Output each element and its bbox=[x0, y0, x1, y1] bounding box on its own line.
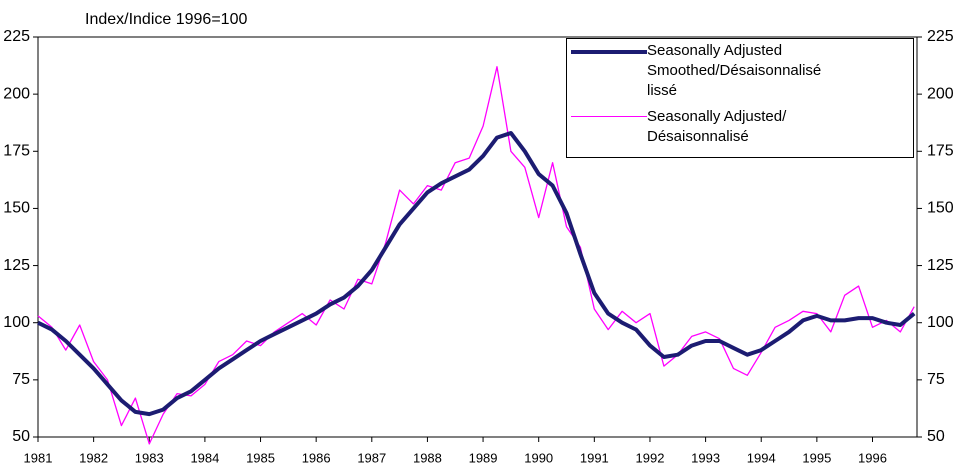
y-tick-label: 50 bbox=[12, 428, 30, 445]
plot-frame bbox=[37, 36, 918, 438]
x-tick-label: 1995 bbox=[802, 450, 831, 465]
x-tick-label: 1987 bbox=[357, 450, 386, 465]
legend-line bbox=[571, 116, 647, 117]
legend-item: Seasonally Adjusted Smoothed/Désaisonnal… bbox=[567, 41, 827, 101]
legend-label: Seasonally Adjusted Smoothed/Désaisonnal… bbox=[647, 42, 822, 99]
y-tick-label: 75 bbox=[12, 371, 30, 388]
x-tick-label: 1989 bbox=[469, 450, 498, 465]
y-tick-label: 175 bbox=[3, 143, 30, 160]
legend-swatch bbox=[567, 107, 647, 147]
y-axis-label: Index/Indice 1996=100 bbox=[85, 11, 247, 28]
x-tick-label: 1994 bbox=[747, 450, 776, 465]
x-tick-label: 1991 bbox=[580, 450, 609, 465]
series-line bbox=[37, 131, 916, 417]
x-tick-label: 1981 bbox=[24, 450, 53, 465]
y-tick-label: 125 bbox=[3, 257, 30, 274]
x-tick-label: 1982 bbox=[79, 450, 108, 465]
y2-tick-label: 50 bbox=[927, 428, 945, 445]
y2-tick-label: 150 bbox=[927, 200, 954, 217]
x-tick-label: 1996 bbox=[858, 450, 887, 465]
y2-tick-label: 75 bbox=[927, 371, 945, 388]
y2-tick-label: 125 bbox=[927, 257, 954, 274]
x-tick-label: 1985 bbox=[246, 450, 275, 465]
legend-item: Seasonally Adjusted/ Désaisonnalisé bbox=[567, 107, 827, 147]
x-tick-label: 1984 bbox=[190, 450, 219, 465]
legend: Seasonally Adjusted Smoothed/Désaisonnal… bbox=[566, 38, 914, 158]
y-tick-label: 150 bbox=[3, 200, 30, 217]
y-tick-label: 225 bbox=[3, 28, 30, 45]
y-tick-label: 200 bbox=[3, 85, 30, 102]
x-tick-label: 1993 bbox=[691, 450, 720, 465]
x-tick-label: 1988 bbox=[413, 450, 442, 465]
x-tick-label: 1986 bbox=[302, 450, 331, 465]
y2-tick-label: 100 bbox=[927, 314, 954, 331]
x-tick-label: 1992 bbox=[636, 450, 665, 465]
x-tick-label: 1990 bbox=[524, 450, 553, 465]
legend-line bbox=[571, 50, 647, 54]
x-tick-label: 1983 bbox=[135, 450, 164, 465]
legend-swatch bbox=[567, 41, 647, 101]
y2-tick-label: 225 bbox=[927, 28, 954, 45]
y-tick-label: 100 bbox=[3, 314, 30, 331]
y2-tick-label: 200 bbox=[927, 85, 954, 102]
y2-tick-label: 175 bbox=[927, 143, 954, 160]
legend-label: Seasonally Adjusted/ Désaisonnalisé bbox=[647, 108, 787, 145]
